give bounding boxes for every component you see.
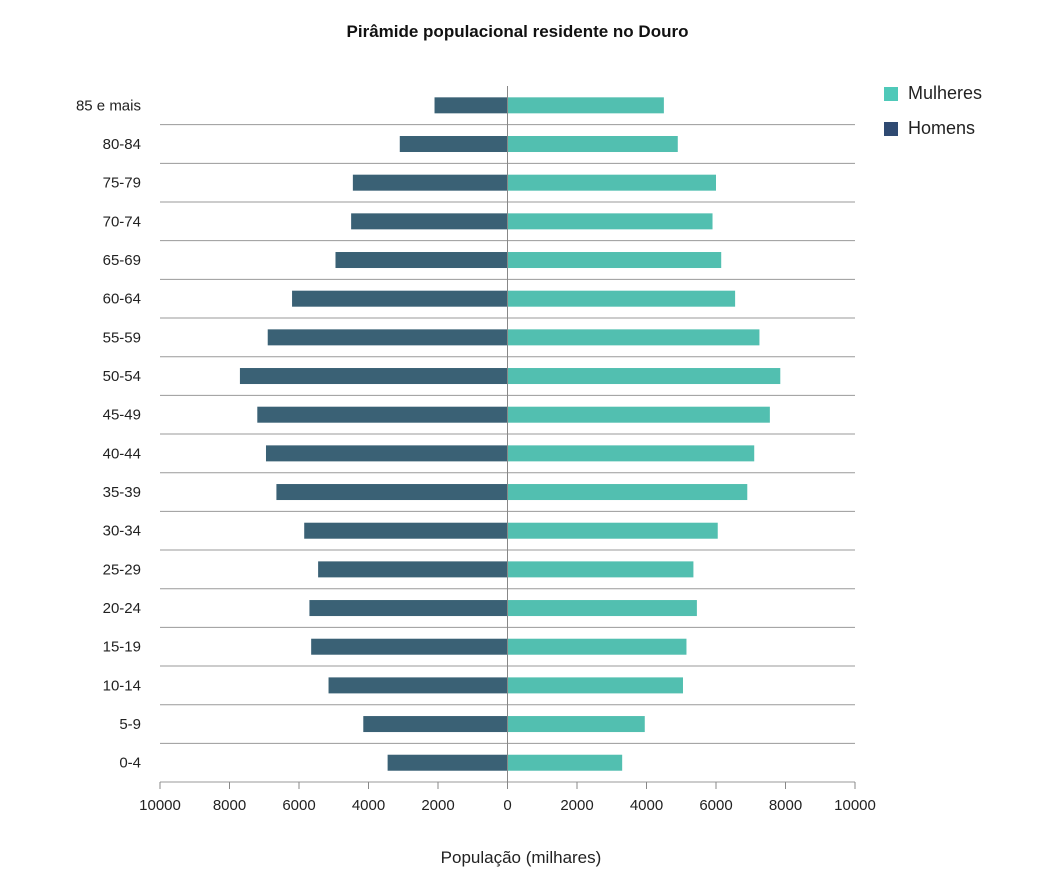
legend-swatch-homens: [884, 121, 898, 136]
x-tick-label: 6000: [699, 797, 732, 814]
bar-homens-85-e-mais: [434, 97, 508, 114]
labels: 85 e mais 80-84 75-79 70-74 65-69 60-64 55-59 5…: [76, 97, 876, 814]
bar-homens-30-34: [304, 522, 508, 539]
bar-homens-70-74: [351, 213, 508, 230]
legend-label-homens: Homens: [908, 118, 976, 138]
category-label: 70-74: [103, 213, 141, 230]
bar-homens-35-39: [276, 484, 508, 501]
bar-homens-0-4: [387, 754, 508, 771]
bar-mulheres-30-34: [507, 522, 718, 539]
bar-homens-50-54: [239, 368, 508, 385]
bars: [239, 97, 781, 771]
bar-mulheres-20-24: [507, 600, 697, 617]
bar-homens-10-14: [328, 677, 508, 694]
bar-homens-15-19: [311, 638, 508, 655]
bar-mulheres-40-44: [507, 445, 755, 462]
category-label: 65-69: [103, 252, 141, 269]
category-label: 15-19: [103, 639, 141, 656]
x-tick-label: 0: [503, 797, 511, 814]
bar-mulheres-5-9: [507, 716, 645, 733]
x-tick-label: 6000: [282, 797, 315, 814]
x-tick-label: 2000: [560, 797, 593, 814]
bar-mulheres-55-59: [507, 329, 760, 346]
category-label: 5-9: [119, 716, 141, 733]
bar-mulheres-75-79: [507, 174, 716, 191]
bar-homens-60-64: [292, 290, 508, 307]
bar-homens-5-9: [363, 716, 508, 733]
bar-homens-75-79: [352, 174, 508, 191]
bar-mulheres-0-4: [507, 754, 623, 771]
bar-mulheres-45-49: [507, 406, 770, 423]
category-label: 40-44: [103, 445, 141, 462]
x-tick-label: 10000: [139, 797, 181, 814]
category-label: 30-34: [103, 523, 141, 540]
x-axis-label: População (milhares): [441, 848, 602, 867]
legend: Mulheres Homens: [884, 76, 982, 146]
bar-homens-80-84: [399, 136, 508, 153]
legend-item-mulheres: Mulheres: [884, 76, 982, 111]
bar-homens-20-24: [309, 600, 508, 617]
x-tick-label: 4000: [630, 797, 663, 814]
axes: [159, 86, 856, 790]
category-label: 35-39: [103, 484, 141, 501]
bar-mulheres-70-74: [507, 213, 713, 230]
category-label: 25-29: [103, 561, 141, 578]
category-label: 55-59: [103, 329, 141, 346]
bar-mulheres-35-39: [507, 484, 748, 501]
x-tick-label: 8000: [769, 797, 802, 814]
x-tick-label: 8000: [213, 797, 246, 814]
bar-homens-65-69: [335, 252, 508, 269]
category-label: 60-64: [103, 291, 141, 308]
bar-mulheres-50-54: [507, 368, 781, 385]
legend-label-mulheres: Mulheres: [908, 83, 983, 103]
category-label: 45-49: [103, 407, 141, 424]
bar-mulheres-10-14: [507, 677, 683, 694]
bar-mulheres-65-69: [507, 252, 722, 269]
bar-homens-40-44: [265, 445, 508, 462]
chart-title: Pirâmide populacional residente no Douro: [346, 22, 689, 41]
category-label: 20-24: [103, 600, 141, 617]
category-label: 75-79: [103, 175, 141, 192]
legend-item-homens: Homens: [884, 111, 982, 146]
category-label: 10-14: [103, 677, 141, 694]
bar-homens-45-49: [257, 406, 508, 423]
category-label: 80-84: [103, 136, 141, 153]
bar-homens-55-59: [267, 329, 508, 346]
category-label: 0-4: [119, 755, 141, 772]
category-label: 50-54: [103, 368, 141, 385]
bar-mulheres-25-29: [507, 561, 694, 578]
bar-mulheres-80-84: [507, 136, 678, 153]
bar-mulheres-85-e-mais: [507, 97, 664, 114]
x-tick-label: 2000: [421, 797, 454, 814]
bar-mulheres-15-19: [507, 638, 687, 655]
x-tick-label: 10000: [834, 797, 876, 814]
x-tick-label: 4000: [352, 797, 385, 814]
bar-homens-25-29: [318, 561, 508, 578]
bar-mulheres-60-64: [507, 290, 736, 307]
category-label: 85 e mais: [76, 97, 141, 114]
legend-swatch-mulheres: [884, 86, 898, 101]
